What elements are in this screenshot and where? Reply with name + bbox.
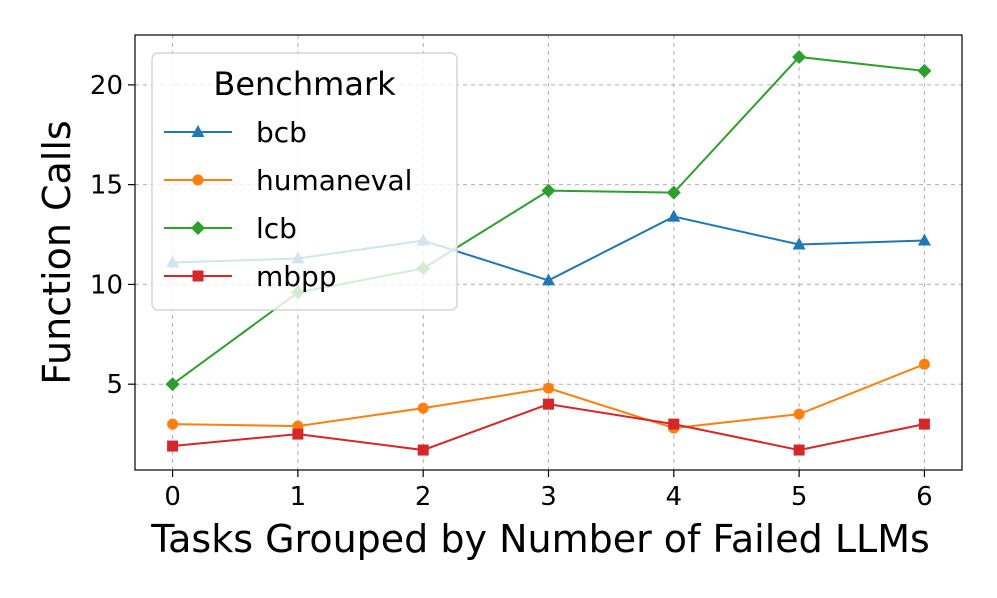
legend-box [151, 52, 458, 311]
data-point-lcb [541, 183, 556, 198]
data-point-lcb [165, 377, 180, 392]
legend-marker-bcb [191, 125, 205, 137]
data-point-lcb [917, 63, 932, 78]
series-mbpp [167, 398, 930, 456]
data-point-humaneval [167, 418, 179, 430]
x-tick-label: 5 [791, 482, 808, 512]
legend-item-bcb: bcb [164, 116, 307, 149]
data-point-humaneval [793, 408, 805, 420]
y-tick-label: 10 [90, 270, 123, 300]
x-tick-label: 6 [916, 482, 933, 512]
data-point-mbpp [793, 444, 805, 456]
y-axis-label: Function Calls [35, 120, 79, 384]
x-axis-label: Tasks Grouped by Number of Failed LLMs [150, 517, 930, 561]
y-axis-ticks: 5 10 15 20 [90, 71, 135, 400]
x-tick-label: 0 [164, 482, 181, 512]
x-tick-label: 1 [290, 482, 307, 512]
data-point-lcb [792, 49, 807, 64]
legend-items: bcb humaneval lcb mbpp [164, 116, 412, 293]
data-point-mbpp [417, 444, 429, 456]
legend-label: humaneval [256, 164, 412, 197]
y-tick-label: 20 [90, 71, 123, 101]
y-tick-label: 15 [90, 171, 123, 201]
data-point-lcb [666, 185, 681, 200]
legend: Benchmark bcb humaneval lcb mbpp [151, 52, 458, 311]
x-tick-label: 4 [666, 482, 683, 512]
x-tick-label: 2 [415, 482, 432, 512]
legend-item-mbpp: mbpp [164, 260, 337, 293]
legend-marker-mbpp [192, 270, 204, 282]
data-point-humaneval [918, 358, 930, 370]
data-point-bcb [917, 233, 931, 246]
y-tick-label: 5 [106, 370, 123, 400]
data-point-mbpp [918, 418, 930, 430]
x-axis-ticks: 0 1 2 3 4 5 6 [164, 470, 933, 512]
data-point-humaneval [417, 402, 429, 414]
legend-marker-lcb [191, 221, 205, 235]
legend-label: mbpp [256, 260, 337, 293]
legend-title: Benchmark [213, 65, 396, 103]
legend-label: bcb [256, 116, 307, 149]
legend-item-humaneval: humaneval [164, 164, 412, 197]
legend-item-lcb: lcb [164, 212, 297, 245]
legend-label: lcb [256, 212, 297, 245]
data-point-mbpp [668, 418, 680, 430]
x-tick-label: 3 [540, 482, 557, 512]
data-point-mbpp [167, 440, 179, 452]
data-point-mbpp [543, 398, 554, 410]
legend-marker-humaneval [192, 174, 204, 186]
data-point-bcb [542, 273, 555, 286]
data-point-mbpp [292, 428, 304, 440]
data-point-bcb [667, 209, 681, 222]
data-point-humaneval [543, 382, 554, 394]
data-point-bcb [792, 237, 806, 250]
